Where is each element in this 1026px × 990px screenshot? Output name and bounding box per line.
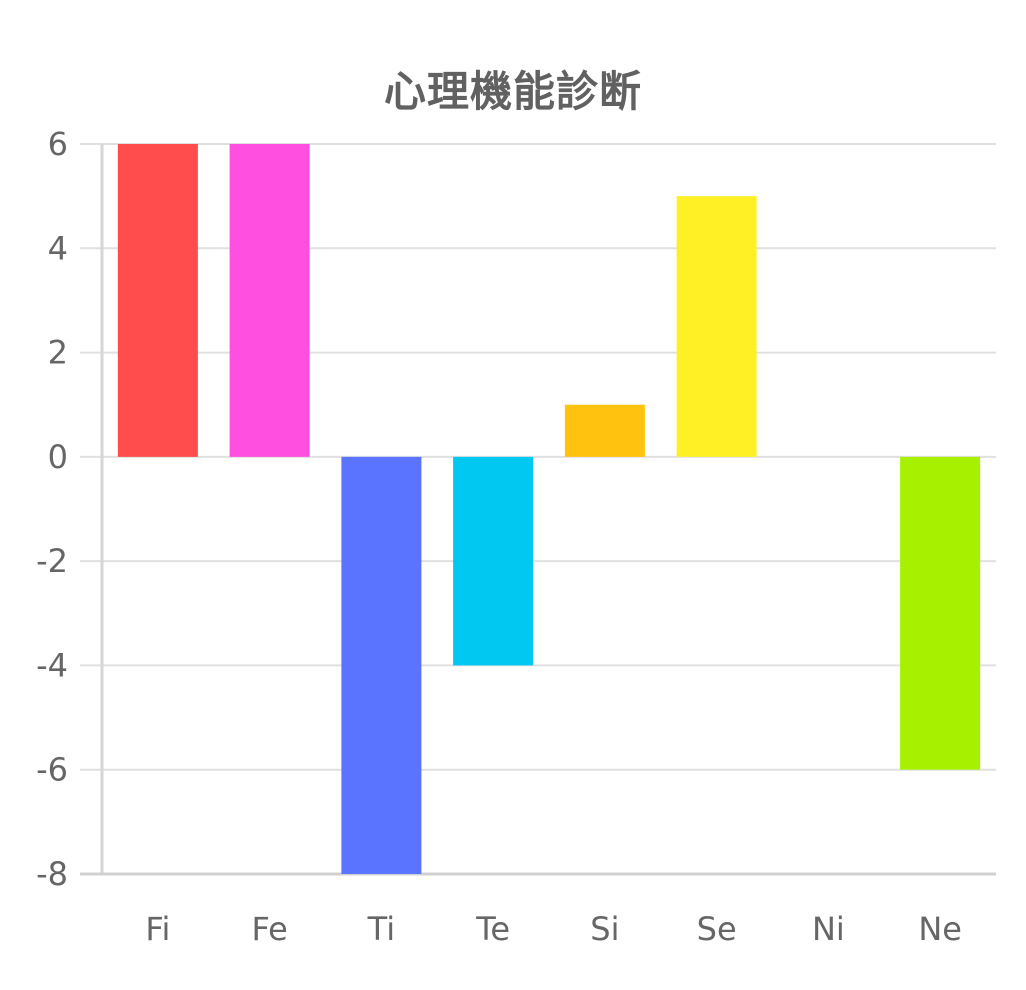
x-tick-label-si: Si: [590, 910, 619, 948]
bar-ne: [900, 456, 981, 770]
y-tick-label: -4: [36, 646, 68, 684]
x-tick-labels: Fi Fe Ti Te Si Se Ni Ne: [145, 910, 962, 948]
x-tick-label-ne: Ne: [918, 910, 962, 948]
y-tick-label: -6: [36, 751, 68, 789]
x-tick-label-ni: Ni: [812, 910, 845, 948]
grid-lines: [80, 143, 996, 771]
x-tick-label-se: Se: [697, 910, 737, 948]
x-tick-label-ti: Ti: [367, 910, 395, 948]
x-tick-label-te: Te: [475, 910, 510, 948]
x-tick-label-fi: Fi: [145, 910, 170, 948]
y-tick-label: 4: [48, 229, 68, 267]
y-tick-label: 2: [48, 334, 68, 372]
y-tick-label: -8: [36, 855, 68, 893]
bar-ti: [341, 456, 422, 874]
x-tick-label-fe: Fe: [251, 910, 287, 948]
axes: [80, 144, 996, 876]
bar-si: [564, 404, 645, 457]
bars: [117, 144, 981, 874]
y-tick-label: -2: [36, 542, 68, 580]
bar-te: [453, 456, 534, 666]
y-tick-label: 0: [48, 438, 68, 476]
y-tick-label: 6: [48, 125, 68, 163]
bar-fe: [229, 144, 310, 457]
bar-se: [676, 196, 757, 457]
bar-fi: [117, 144, 198, 457]
chart-title: 心理機能診断: [383, 67, 642, 116]
y-tick-labels: 6 4 2 0 -2 -4 -6 -8: [36, 125, 68, 893]
